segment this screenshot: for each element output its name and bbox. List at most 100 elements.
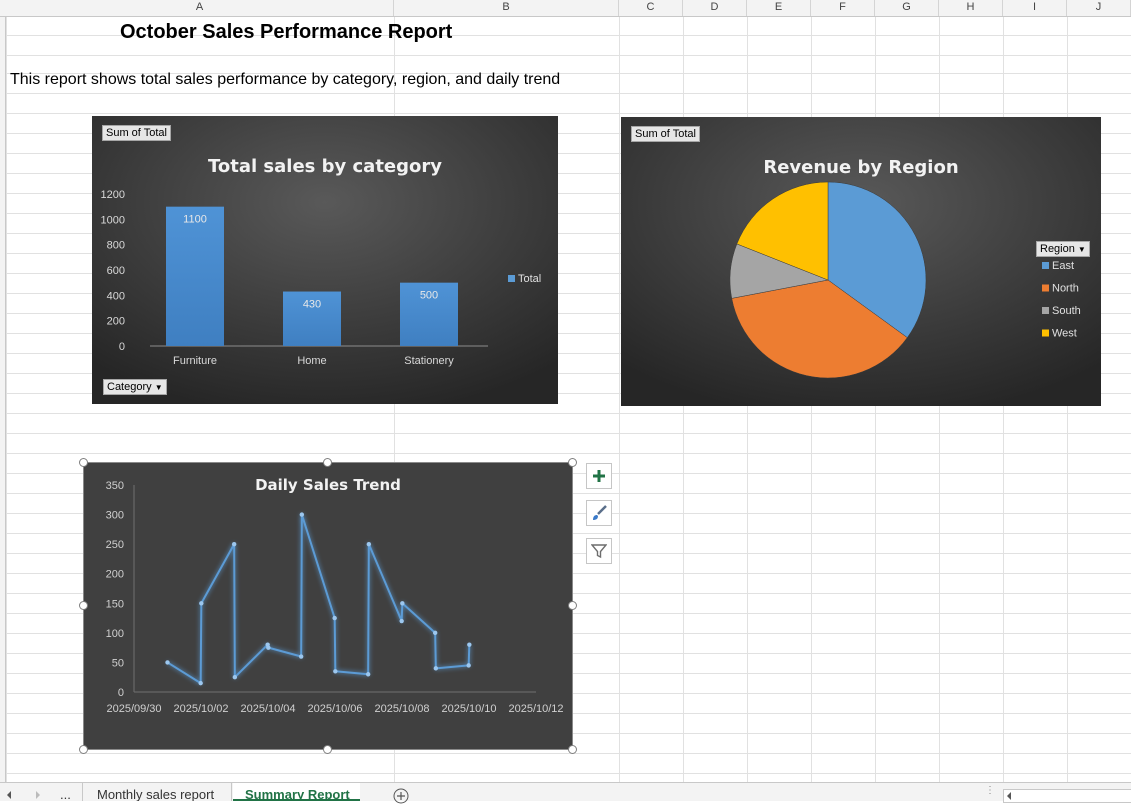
line-data-point[interactable] <box>333 669 338 674</box>
gridline-row <box>6 55 1131 56</box>
line-data-point[interactable] <box>466 663 471 668</box>
gridline-row <box>6 133 1131 134</box>
line-data-point[interactable] <box>231 541 237 547</box>
horizontal-scrollbar[interactable] <box>1003 789 1131 803</box>
resize-handle-top[interactable] <box>323 458 332 467</box>
resize-handle-top-right[interactable] <box>568 458 577 467</box>
scroll-left-icon[interactable] <box>6 791 12 799</box>
pie-legend-swatch <box>1042 329 1049 337</box>
column-header-e[interactable]: E <box>747 0 811 16</box>
bar-data-label: 1100 <box>183 214 207 226</box>
region-filter-button[interactable]: Region ▼ <box>1036 241 1090 257</box>
column-header-g[interactable]: G <box>875 0 939 16</box>
bar-home[interactable] <box>283 291 341 346</box>
bar-x-tick-label: Furniture <box>173 355 217 367</box>
pie-legend-swatch <box>1042 284 1049 292</box>
column-header-c[interactable]: C <box>619 0 683 16</box>
column-header-j[interactable]: J <box>1067 0 1131 16</box>
line-data-point[interactable] <box>232 675 238 680</box>
category-filter-button[interactable]: Category ▼ <box>103 379 167 395</box>
column-header-f[interactable]: F <box>811 0 875 16</box>
line-y-tick-label: 50 <box>112 657 124 669</box>
resize-handle-bottom[interactable] <box>323 745 332 754</box>
bar-furniture[interactable] <box>166 206 224 346</box>
tab-monthly-sales-report[interactable]: Monthly sales report <box>82 783 232 801</box>
line-data-point[interactable] <box>432 630 438 636</box>
plus-circle-icon[interactable] <box>393 788 409 804</box>
region-pie-chart[interactable]: Revenue by Region East North South West Sum… <box>621 117 1101 406</box>
line-x-tick-label: 2025/10/08 <box>374 703 429 715</box>
brush-icon <box>593 505 607 520</box>
category-filter-label: Category <box>107 381 152 393</box>
gridline-row <box>6 313 1131 314</box>
column-header-i[interactable]: I <box>1003 0 1067 16</box>
line-data-point[interactable] <box>365 672 371 677</box>
gridline-row <box>6 433 1131 434</box>
column-header-h[interactable]: H <box>939 0 1003 16</box>
line-x-tick-label: 2025/10/12 <box>508 703 563 715</box>
gridline-row <box>6 273 1131 274</box>
gridline-row <box>6 35 1131 36</box>
line-data-point[interactable] <box>199 601 204 606</box>
pie-slice-west[interactable] <box>736 181 829 281</box>
scroll-right-icon[interactable] <box>35 791 41 799</box>
line-data-point[interactable] <box>298 654 304 659</box>
bar-legend-label: Total <box>518 273 541 285</box>
pie-legend-swatch <box>1042 307 1049 314</box>
splitter-handle[interactable]: ⋮ <box>985 785 995 796</box>
line-chart-canvas: Daily Sales Trend 050100150200250300350 … <box>84 463 572 749</box>
line-data-point[interactable] <box>399 618 404 624</box>
gridline-column <box>6 17 7 782</box>
line-data-point[interactable] <box>299 512 305 517</box>
line-data-point[interactable] <box>266 645 271 650</box>
category-bar-chart[interactable]: Total sales by category 0 200 400 600 800 100… <box>92 116 558 404</box>
line-x-tick-label: 2025/10/04 <box>240 703 295 715</box>
line-data-point[interactable] <box>400 601 405 606</box>
resize-handle-right[interactable] <box>568 601 577 610</box>
daily-trend-line-chart[interactable]: Daily Sales Trend 0 50 100 150 200 250 300 350 … <box>84 463 572 749</box>
line-data-point[interactable] <box>332 615 337 621</box>
chart-filters-button[interactable] <box>586 538 612 564</box>
row-header-strip[interactable] <box>0 17 6 782</box>
more-sheets-button[interactable]: ... <box>60 787 71 801</box>
report-subtitle[interactable]: This report shows total sales performanc… <box>10 71 561 88</box>
resize-handle-left[interactable] <box>79 601 88 610</box>
line-data-point[interactable] <box>366 541 372 547</box>
chart-elements-button[interactable] <box>586 463 612 489</box>
column-header-b[interactable]: B <box>394 0 619 16</box>
resize-handle-bottom-right[interactable] <box>568 745 577 754</box>
pie-legend-label: West <box>1052 328 1077 340</box>
line-chart-background <box>84 463 572 749</box>
tab-summary-report[interactable]: Summary Report <box>233 783 360 801</box>
gridline-row <box>6 413 1131 414</box>
line-x-tick-label: 2025/10/06 <box>307 703 362 715</box>
line-data-point[interactable] <box>165 660 170 665</box>
pie-legend-swatch <box>1042 262 1049 269</box>
sum-of-total-button[interactable]: Sum of Total <box>102 125 171 141</box>
line-data-point[interactable] <box>467 642 472 647</box>
gridline-column <box>619 17 620 782</box>
line-chart-title: Daily Sales Trend <box>255 476 401 494</box>
bar-y-tick-label: 1200 <box>101 189 125 201</box>
bar-y-tick-label: 600 <box>107 265 125 277</box>
bar-data-label: 430 <box>303 299 321 311</box>
gridline-row <box>6 213 1131 214</box>
resize-handle-top-left[interactable] <box>79 458 88 467</box>
resize-handle-bottom-left[interactable] <box>79 745 88 754</box>
line-data-point[interactable] <box>433 666 439 671</box>
bar-y-tick-label: 0 <box>119 341 125 353</box>
pie-sum-of-total-button[interactable]: Sum of Total <box>631 126 700 142</box>
column-header-d[interactable]: D <box>683 0 747 16</box>
scrollbar-left-arrow-icon[interactable] <box>1006 792 1012 800</box>
line-data-point[interactable] <box>198 680 203 686</box>
pie-slice-east[interactable] <box>827 181 927 338</box>
pie-slice-north[interactable] <box>731 279 908 379</box>
bar-x-tick-label: Stationery <box>404 355 454 367</box>
report-title[interactable]: October Sales Performance Report <box>120 21 453 43</box>
gridline-row <box>6 93 1131 94</box>
chart-styles-button[interactable] <box>586 500 612 526</box>
column-header-a[interactable]: A <box>6 0 394 16</box>
line-y-tick-label: 200 <box>106 569 124 581</box>
gridline-row <box>6 253 1131 254</box>
bar-stationery[interactable] <box>400 282 458 346</box>
